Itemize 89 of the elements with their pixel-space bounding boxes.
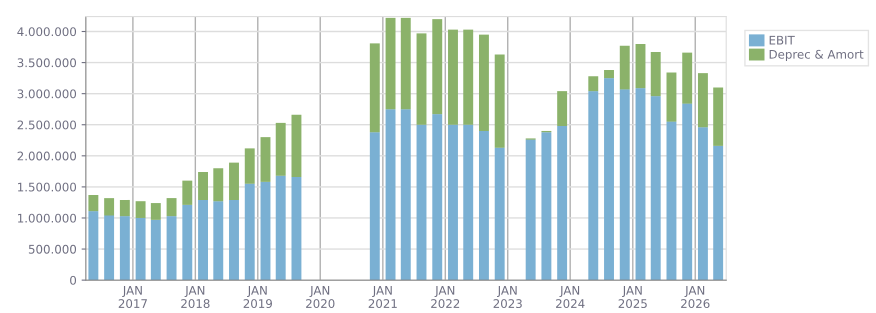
bar	[260, 137, 270, 182]
bar	[229, 200, 239, 280]
bar	[620, 89, 630, 280]
bar	[636, 44, 646, 88]
y-tick-label: 500.000	[28, 244, 76, 254]
bar	[276, 176, 286, 280]
y-tick-label: 1.000.000	[18, 214, 76, 223]
bar	[244, 148, 255, 184]
bar	[213, 168, 224, 202]
bar	[448, 30, 458, 125]
bar	[620, 46, 630, 90]
x-tick-label: JAN 2024	[556, 286, 585, 308]
bar	[416, 33, 426, 125]
x-tick-label: JAN 2023	[494, 286, 522, 308]
bar	[229, 162, 239, 200]
x-tick-label: JAN 2022	[431, 286, 460, 308]
bar	[88, 211, 98, 280]
bar	[713, 146, 724, 280]
bar	[448, 124, 458, 280]
bar	[604, 78, 614, 280]
y-tick-label: 4.000.000	[17, 27, 76, 36]
y-tick-label: 0	[70, 276, 76, 285]
x-tick-label: JAN 2026	[681, 286, 710, 308]
bar	[136, 201, 146, 218]
legend-label: Deprec & Amort	[770, 50, 864, 62]
bar	[104, 215, 114, 280]
x-tick-label: JAN 2017	[118, 286, 147, 308]
bar	[276, 122, 286, 176]
bar	[400, 18, 411, 110]
bar	[698, 73, 708, 128]
bar	[150, 203, 161, 220]
bar	[526, 140, 536, 280]
y-tick-label: 2.000.000	[18, 152, 76, 160]
bar	[166, 216, 177, 280]
x-tick-label: JAN 2025	[618, 286, 647, 308]
bar	[463, 124, 474, 280]
bar	[182, 204, 192, 280]
bar	[636, 88, 646, 280]
bar	[260, 182, 270, 280]
bar	[182, 180, 192, 205]
bar	[136, 218, 146, 280]
bar	[244, 184, 255, 280]
bar	[370, 132, 380, 280]
bar	[557, 126, 568, 280]
legend-label: EBIT	[770, 36, 795, 44]
bar	[478, 130, 489, 280]
bar	[494, 54, 505, 148]
bar	[400, 109, 411, 280]
bar	[291, 176, 302, 280]
x-tick-label: JAN 2018	[181, 286, 210, 308]
bar	[604, 70, 614, 78]
bar	[386, 109, 396, 280]
bar	[494, 148, 505, 280]
y-tick-label: 2.500.000	[18, 120, 76, 130]
bar	[198, 172, 208, 200]
bar	[650, 96, 661, 280]
bar	[713, 87, 724, 146]
bar	[588, 91, 598, 280]
bar	[666, 122, 676, 280]
bar	[698, 127, 708, 280]
bar	[541, 132, 552, 280]
bar	[557, 91, 568, 126]
bar	[88, 194, 98, 212]
bar	[432, 19, 442, 114]
bar	[478, 34, 489, 131]
bar	[682, 52, 692, 104]
bar	[682, 104, 692, 280]
bar	[104, 198, 114, 216]
bar	[666, 72, 676, 122]
bar	[213, 201, 224, 280]
bar	[198, 200, 208, 280]
x-tick-label: JAN 2020	[306, 286, 334, 308]
y-tick-label: 1.500.000	[18, 182, 76, 192]
bar	[120, 216, 130, 280]
bar	[370, 43, 380, 132]
bar	[386, 18, 396, 110]
bar	[166, 198, 177, 216]
bar	[291, 114, 302, 177]
bar	[432, 114, 442, 280]
bar	[588, 76, 598, 92]
x-tick-label: JAN 2021	[368, 286, 397, 308]
bar	[416, 124, 426, 280]
bar	[650, 52, 661, 96]
bar	[150, 220, 161, 280]
y-tick-label: 3.500.000	[18, 58, 76, 68]
bar	[463, 30, 474, 125]
x-tick-label: JAN 2019	[244, 286, 272, 308]
bar	[120, 200, 130, 216]
y-tick-label: 3.000.000	[18, 89, 76, 98]
